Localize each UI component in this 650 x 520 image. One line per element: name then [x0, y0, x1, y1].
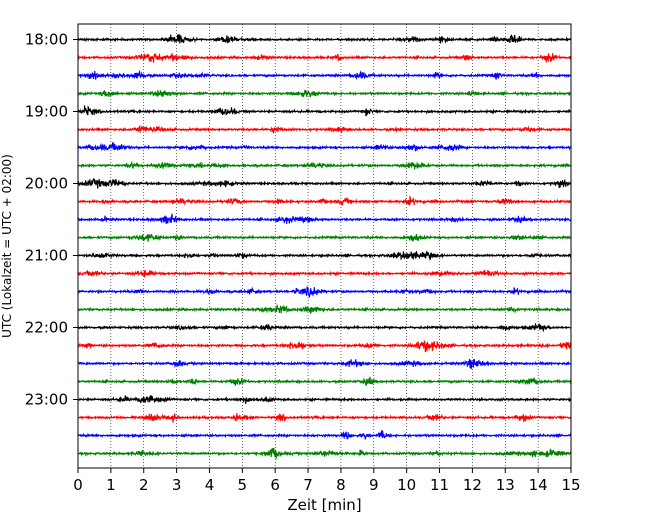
trace-2230 [77, 358, 572, 370]
y-axis-label: UTC (Lokalzeit = UTC + 02:00) [0, 154, 14, 338]
y-tick-label: 18:00 [25, 31, 68, 49]
x-tick-label: 8 [336, 476, 346, 494]
trace-2345 [77, 447, 572, 459]
x-axis-label: Zeit [min] [287, 496, 361, 514]
plot-frame [77, 23, 572, 469]
trace-2215 [77, 340, 572, 353]
x-tick-label: 9 [369, 476, 379, 494]
trace-2100 [77, 250, 572, 261]
y-axis-ticks: 18:00 19:00 20:00 21:00 22:00 23:00 [25, 31, 78, 409]
trace-2200 [77, 322, 572, 332]
trace-1915 [77, 124, 572, 134]
trace-2015 [77, 195, 572, 206]
trace-2045 [77, 233, 572, 242]
traces [77, 34, 572, 459]
x-tick-label: 3 [172, 476, 182, 494]
x-tick-label: 10 [397, 476, 416, 494]
trace-2145 [77, 304, 572, 314]
trace-2315 [77, 413, 572, 423]
trace-1800 [77, 34, 572, 44]
x-tick-label: 6 [270, 476, 280, 494]
x-tick-label: 4 [205, 476, 215, 494]
y-tick-label: 19:00 [25, 103, 68, 121]
y-tick-label: 23:00 [25, 391, 68, 409]
x-tick-label: 11 [430, 476, 449, 494]
trace-1930 [77, 141, 572, 152]
trace-1830 [77, 69, 572, 81]
x-tick-label: 5 [238, 476, 248, 494]
trace-2000 [77, 178, 572, 189]
grid-lines [110, 24, 539, 468]
x-tick-label: 14 [529, 476, 548, 494]
x-tick-label: 15 [561, 476, 580, 494]
x-tick-label: 7 [303, 476, 313, 494]
x-tick-label: 2 [139, 476, 149, 494]
x-tick-label: 0 [73, 476, 83, 494]
trace-2030 [77, 213, 572, 225]
trace-2245 [77, 376, 572, 387]
trace-2330 [77, 429, 572, 440]
trace-2130 [77, 286, 572, 299]
x-tick-label: 13 [496, 476, 515, 494]
x-tick-label: 12 [463, 476, 482, 494]
trace-1945 [77, 160, 572, 170]
x-axis-ticks: 0 1 2 3 4 5 6 7 8 9 10 11 12 13 14 15 [73, 468, 581, 494]
y-tick-label: 22:00 [25, 319, 68, 337]
trace-1845 [77, 89, 572, 98]
y-tick-label: 20:00 [25, 175, 68, 193]
x-tick-label: 1 [106, 476, 116, 494]
trace-1900 [77, 105, 572, 117]
trace-1815 [77, 52, 572, 64]
y-tick-label: 21:00 [25, 247, 68, 265]
trace-2115 [77, 269, 572, 278]
trace-2300 [77, 394, 572, 404]
